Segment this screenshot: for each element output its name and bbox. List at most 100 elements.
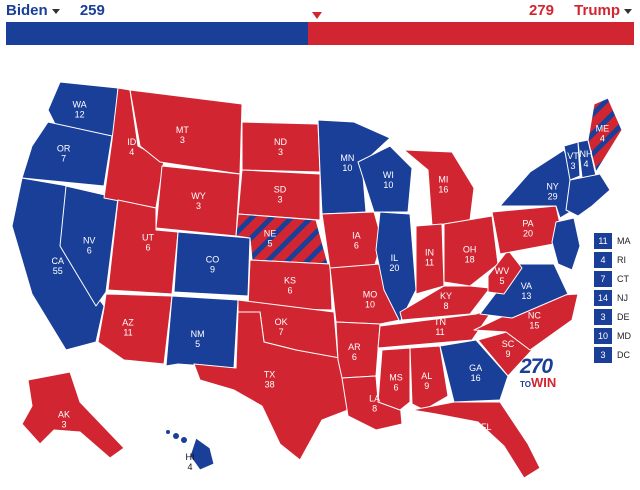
- hawaii-island-icon: [166, 430, 170, 434]
- state-label-mo: MO: [363, 290, 378, 300]
- state-mt[interactable]: [129, 89, 243, 175]
- legend-row[interactable]: 7 CT: [594, 270, 631, 288]
- state-ev-mn: 10: [342, 163, 352, 173]
- state-ev-ut: 6: [145, 242, 150, 252]
- dem-candidate-selector[interactable]: Biden 259: [6, 2, 105, 19]
- state-me[interactable]: [587, 97, 623, 173]
- state-ev-va: 13: [521, 291, 531, 301]
- legend-code: MA: [617, 236, 631, 246]
- state-la[interactable]: [341, 375, 403, 431]
- legend-ev: 11: [594, 233, 612, 249]
- state-az[interactable]: [97, 293, 173, 365]
- legend-ev: 14: [594, 290, 612, 306]
- state-label-in: IN: [425, 248, 434, 258]
- state-label-nc: NC: [528, 310, 541, 320]
- state-vt[interactable]: [563, 141, 581, 181]
- state-ev-nh: 4: [583, 159, 588, 169]
- legend-row[interactable]: 10 MD: [594, 327, 631, 345]
- logo-to: TO: [520, 380, 531, 389]
- state-label-wi: WI: [383, 170, 394, 180]
- state-label-co: CO: [206, 255, 220, 265]
- logo-tagline: TOWIN: [520, 375, 556, 390]
- legend-row[interactable]: 3 DC: [594, 346, 631, 364]
- state-il[interactable]: [375, 211, 417, 323]
- state-ev-ar: 6: [352, 352, 357, 362]
- state-ev-nd: 3: [278, 147, 283, 157]
- state-label-nm: NM: [191, 329, 205, 339]
- state-ga[interactable]: [439, 339, 509, 403]
- state-label-wv: WV: [495, 266, 510, 276]
- state-ev-ga: 16: [471, 373, 481, 383]
- state-ev-oh: 18: [465, 254, 475, 264]
- legend-ev: 4: [594, 252, 612, 268]
- 270towin-logo[interactable]: 270 TOWIN: [520, 355, 556, 390]
- state-label-fl: FL: [481, 422, 492, 432]
- state-label-id: ID: [127, 137, 137, 147]
- state-label-ne: NE: [264, 229, 277, 239]
- small-states-legend: 11 MA 4 RI 7 CT 14 NJ 3 DE 10 MD 3 DC: [594, 232, 631, 365]
- legend-code: CT: [617, 274, 629, 284]
- legend-row[interactable]: 14 NJ: [594, 289, 631, 307]
- us-electoral-map: WA12OR7CA55NV6ID4MT3WY3UT6AZ11CO9NM5ND3S…: [11, 81, 623, 479]
- state-tn[interactable]: [377, 307, 495, 349]
- state-ev-ky: 8: [443, 301, 448, 311]
- state-mn[interactable]: [317, 119, 391, 215]
- legend-ev: 3: [594, 309, 612, 325]
- state-ev-tx: 38: [265, 380, 275, 390]
- state-mid-atlantic-small[interactable]: [551, 217, 581, 271]
- dem-dropdown-icon[interactable]: [51, 8, 60, 14]
- legend-code: DE: [617, 312, 630, 322]
- state-al[interactable]: [409, 345, 449, 411]
- state-ev-nm: 5: [195, 339, 200, 349]
- state-ev-ks: 6: [287, 286, 292, 296]
- state-ev-wy: 3: [196, 201, 201, 211]
- state-ev-ia: 6: [354, 240, 359, 250]
- state-label-va: VA: [521, 281, 532, 291]
- state-label-vt: VT: [567, 151, 579, 161]
- state-ev-nv: 6: [87, 246, 92, 256]
- rep-dropdown-icon[interactable]: [624, 8, 632, 14]
- rep-candidate-selector[interactable]: 279 Trump: [529, 2, 632, 19]
- state-tx[interactable]: [193, 311, 349, 461]
- 270-marker-icon: [312, 12, 322, 19]
- state-ev-wi: 10: [383, 180, 393, 190]
- state-ms[interactable]: [377, 347, 411, 411]
- legend-code: MD: [617, 331, 631, 341]
- state-sd[interactable]: [237, 169, 321, 221]
- state-ev-mo: 10: [365, 300, 375, 310]
- legend-row[interactable]: 4 RI: [594, 251, 631, 269]
- state-wv[interactable]: [487, 249, 523, 295]
- legend-ev: 3: [594, 347, 612, 363]
- state-label-mi: MI: [438, 174, 448, 184]
- state-wi[interactable]: [357, 145, 413, 213]
- state-ak[interactable]: [21, 371, 125, 459]
- legend-row[interactable]: 3 DE: [594, 308, 631, 326]
- state-label-ca: CA: [51, 256, 64, 266]
- state-new-england-small[interactable]: [565, 173, 611, 217]
- state-ev-ak: 3: [61, 420, 66, 430]
- state-label-ga: GA: [469, 363, 482, 373]
- state-label-al: AL: [421, 371, 432, 381]
- state-ev-az: 11: [123, 327, 132, 337]
- state-fl[interactable]: [411, 401, 541, 479]
- state-label-wa: WA: [73, 100, 87, 110]
- state-label-ar: AR: [348, 342, 361, 352]
- state-ev-mi: 16: [438, 184, 448, 194]
- state-ev-ok: 7: [279, 327, 284, 337]
- legend-row[interactable]: 11 MA: [594, 232, 631, 250]
- state-ks[interactable]: [247, 259, 333, 311]
- logo-number: 270: [520, 355, 553, 378]
- state-label-tn: TN: [434, 317, 446, 327]
- state-ev-hi: 4: [187, 462, 192, 472]
- state-label-me: ME: [596, 123, 610, 133]
- state-label-nh: NH: [580, 149, 593, 159]
- state-ev-or: 7: [61, 154, 66, 164]
- state-label-or: OR: [57, 144, 71, 154]
- legend-ev: 10: [594, 328, 612, 344]
- state-oh[interactable]: [443, 215, 499, 287]
- state-hi[interactable]: [189, 437, 215, 471]
- state-label-ok: OK: [275, 317, 288, 327]
- state-or[interactable]: [21, 121, 113, 187]
- rep-candidate-name: Trump: [574, 2, 620, 19]
- dem-electoral-votes: 259: [79, 2, 105, 19]
